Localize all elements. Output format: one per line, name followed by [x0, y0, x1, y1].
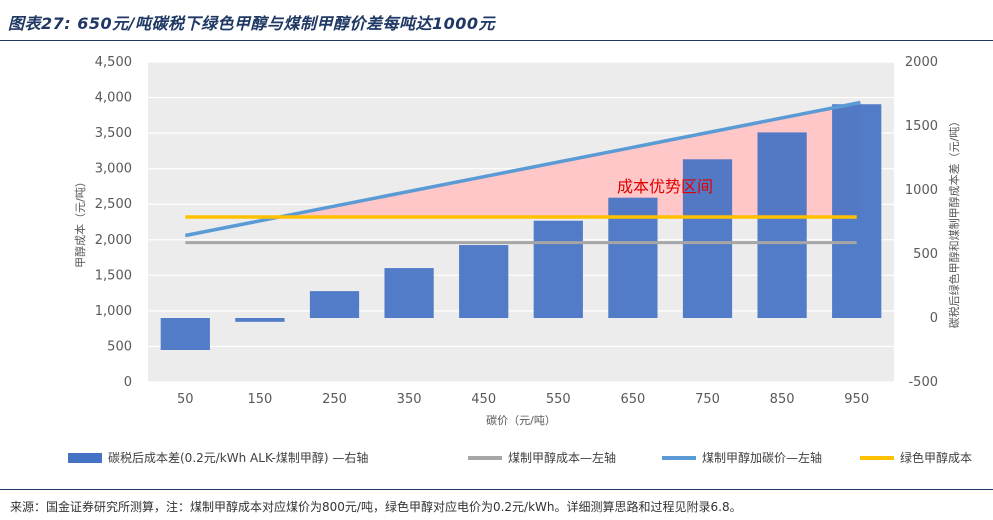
bar-350: [384, 268, 434, 318]
right-y-axis-title: 碳税后绿色甲醇和煤制甲醇成本差（元/吨）: [947, 116, 961, 329]
line-series: [184, 100, 861, 245]
legend-label: 碳税后成本差(0.2元/kWh ALK-煤制甲醇) —右轴: [108, 450, 368, 465]
right-tick-label: -500: [908, 375, 938, 390]
bar-50: [160, 318, 210, 350]
legend-label: 绿色甲醇成本: [900, 450, 972, 465]
right-tick-label: 1500: [905, 119, 938, 134]
left-tick-label: 1,500: [95, 268, 132, 283]
x-tick-label: 150: [247, 392, 272, 407]
bar-series: [160, 104, 882, 350]
x-tick-label: 50: [177, 392, 194, 407]
x-axis-ticks: 50 150 250 350 450 550 650 750 850 950: [177, 392, 869, 407]
x-tick-label: 250: [322, 392, 347, 407]
bar-250: [309, 291, 360, 318]
cost-advantage-annotation: 成本优势区间: [617, 177, 713, 196]
bar-950: [832, 104, 882, 319]
bar-450: [459, 245, 509, 318]
title-divider: [0, 40, 993, 41]
left-tick-label: 3,500: [95, 126, 132, 141]
chart-canvas: 05001,0001,5002,0002,5003,0003,5004,0004…: [68, 55, 972, 465]
left-tick-label: 4,500: [95, 55, 132, 70]
left-tick-label: 2,500: [95, 197, 132, 212]
left-y-axis-title: 甲醇成本（元/吨）: [73, 176, 87, 268]
coal-methanol-carbon-line: [184, 100, 861, 238]
x-tick-label: 550: [546, 392, 571, 407]
x-tick-label: 650: [620, 392, 645, 407]
right-tick-label: 1000: [905, 183, 938, 198]
bar-850: [757, 132, 807, 318]
x-tick-label: 950: [844, 392, 869, 407]
source-divider: [0, 489, 993, 490]
x-tick-label: 450: [471, 392, 496, 407]
left-tick-label: 1,000: [95, 304, 132, 319]
legend: 碳税后成本差(0.2元/kWh ALK-煤制甲醇) —右轴 煤制甲醇成本—左轴 煤制…: [68, 450, 972, 465]
left-axis-ticks: 0 500 1,000 1,500 2,000 2,500 3,000 3,500 4,000 4…: [95, 55, 132, 390]
x-tick-label: 750: [695, 392, 720, 407]
right-tick-label: 2000: [905, 55, 938, 70]
right-tick-label: 0: [930, 311, 938, 326]
right-axis-ticks: -500 0 500 1000 1500 2000: [905, 55, 938, 390]
legend-swatch: [68, 453, 102, 463]
left-tick-label: 0: [124, 375, 132, 390]
source-note: 来源：国金证券研究所测算，注：煤制甲醇成本对应煤价为800元/吨，绿色甲醇对应电…: [10, 500, 742, 514]
x-tick-label: 350: [397, 392, 422, 407]
x-axis-title: 碳价（元/吨）: [486, 413, 556, 427]
left-tick-label: 3,000: [95, 162, 132, 177]
legend-label: 煤制甲醇加碳价—左轴: [702, 450, 822, 465]
chart-title: 图表27: 650元/吨碳税下绿色甲醇与煤制甲醇价差每吨达1000元: [8, 14, 496, 33]
left-tick-label: 500: [107, 339, 132, 354]
left-tick-label: 4,000: [95, 91, 132, 106]
right-tick-label: 500: [913, 247, 938, 262]
bar-550: [533, 220, 583, 318]
legend-label: 煤制甲醇成本—左轴: [508, 450, 616, 465]
bar-750: [682, 159, 733, 318]
bar-150: [235, 318, 285, 322]
left-tick-label: 2,000: [95, 233, 132, 248]
x-tick-label: 850: [770, 392, 795, 407]
